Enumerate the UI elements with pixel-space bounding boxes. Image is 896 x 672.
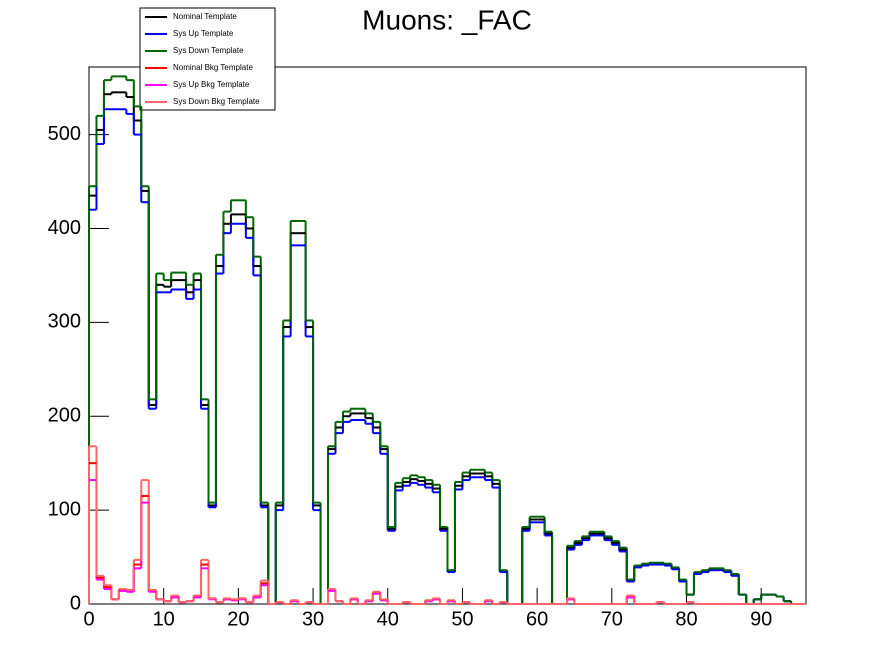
x-tick-label: 50 (451, 608, 473, 630)
legend-label: Nominal Template (173, 12, 237, 21)
legend-label: Sys Down Bkg Template (173, 97, 260, 106)
y-tick-label: 500 (48, 123, 81, 145)
x-tick-label: 90 (750, 608, 772, 630)
y-tick-label: 300 (48, 311, 81, 333)
y-tick-label: 0 (70, 592, 81, 614)
y-tick-label: 400 (48, 217, 81, 239)
x-tick-label: 60 (526, 608, 548, 630)
x-tick-label: 20 (227, 608, 249, 630)
y-tick-label: 100 (48, 498, 81, 520)
x-tick-label: 30 (302, 608, 324, 630)
chart-title: Muons: _FAC (362, 4, 532, 35)
legend-label: Sys Up Bkg Template (173, 80, 250, 89)
legend (139, 7, 276, 111)
x-tick-label: 40 (377, 608, 399, 630)
x-tick-label: 10 (153, 608, 175, 630)
x-tick-label: 80 (675, 608, 697, 630)
x-tick-label: 70 (601, 608, 623, 630)
legend-label: Sys Down Template (173, 46, 244, 55)
x-tick-label: 0 (83, 608, 94, 630)
legend-label: Nominal Bkg Template (173, 63, 253, 72)
legend-label: Sys Up Template (173, 29, 234, 38)
y-tick-label: 200 (48, 405, 81, 427)
